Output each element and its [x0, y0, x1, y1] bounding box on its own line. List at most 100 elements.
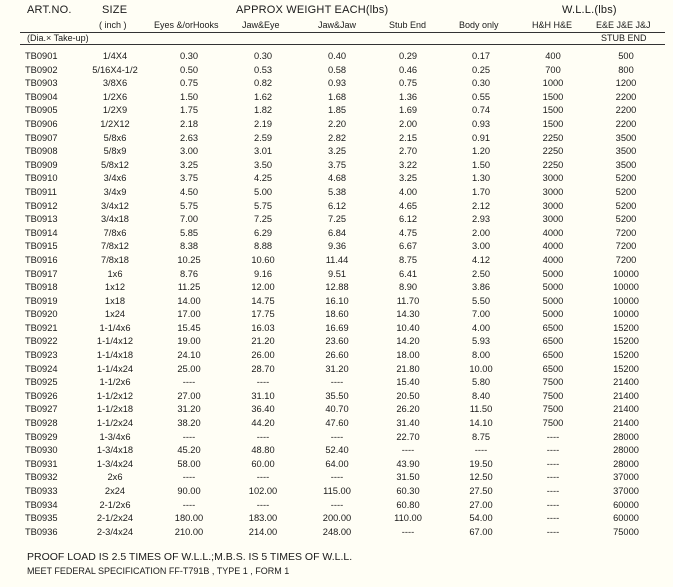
jaw-eye-cell: 10.60 [251, 254, 275, 265]
art-no-cell: TB0924 [25, 363, 58, 374]
size-cell: 3/8X6 [102, 78, 128, 89]
eyes-hooks-cell: 27.00 [177, 390, 201, 401]
table-row: TB0903 3/8X6 0.75 0.82 0.93 0.75 0.30 1000 1200 [0, 77, 673, 91]
eyes-hooks-cell: 45.20 [177, 445, 201, 456]
jaw-jaw-cell: 16.69 [325, 322, 349, 333]
jaw-jaw-cell: 11.44 [325, 254, 349, 265]
table-row: TB0928 1-1/2x24 38.20 44.20 47.60 31.40 14.10 7… [0, 417, 673, 431]
jaw-jaw-cell: 16.10 [325, 295, 349, 306]
stub-end-cell: 43.90 [396, 458, 420, 469]
table-row: TB0925 1-1/2x6 ---- ---- ---- 15.40 5.80 7500 21… [0, 376, 673, 390]
jaw-jaw-cell: 4.68 [327, 173, 347, 184]
wll-ee-je-jj-cell: 1200 [615, 78, 637, 89]
wll-hh-he-cell: 4000 [542, 254, 564, 265]
header-divider-bottom [20, 44, 665, 45]
art-no-cell: TB0907 [25, 132, 58, 143]
table-row: TB0909 5/8x12 3.25 3.50 3.75 3.22 1.50 2250 3500 [0, 159, 673, 173]
wll-ee-je-jj-cell: 21400 [613, 390, 639, 401]
stub-end-cell: 14.20 [396, 336, 420, 347]
jaw-eye-cell: 17.75 [251, 309, 275, 320]
size-cell: 1-3/4x24 [96, 458, 134, 469]
wll-ee-je-jj-cell: 28000 [613, 445, 639, 456]
wll-hh-he-cell: 3000 [542, 186, 564, 197]
body-only-cell: 5.50 [471, 295, 491, 306]
jaw-eye-cell: 31.10 [251, 390, 275, 401]
jaw-jaw-cell: 200.00 [322, 513, 352, 524]
size-cell: 1-1/2x6 [99, 377, 131, 388]
art-no-cell: TB0922 [25, 336, 58, 347]
table-row: TB0916 7/8x18 10.25 10.60 11.44 8.75 4.12 4000 7… [0, 254, 673, 268]
table-row: TB0912 3/4x12 5.75 5.75 6.12 4.65 2.12 3000 5200 [0, 200, 673, 214]
stub-end-cell: 8.75 [398, 254, 418, 265]
eyes-hooks-cell: 2.63 [179, 132, 199, 143]
stub-end-cell: 4.75 [398, 227, 418, 238]
eyes-hooks-cell: 4.50 [179, 186, 199, 197]
art-no-cell: TB0933 [25, 486, 58, 496]
stub-end-cell: ---- [401, 445, 415, 456]
wll-ee-je-jj-cell: 75000 [613, 526, 639, 537]
header-jaw-eye: Jaw&Eye [242, 20, 280, 30]
stub-end-cell: 20.50 [396, 390, 420, 401]
wll-hh-he-cell: 400 [545, 51, 561, 61]
jaw-jaw-cell: 1.68 [327, 91, 347, 102]
size-cell: 1x12 [104, 282, 126, 293]
body-only-cell: 7.00 [471, 309, 491, 320]
wll-hh-he-cell: 5000 [542, 309, 564, 320]
stub-end-cell: 0.29 [398, 51, 418, 61]
stub-end-cell: 31.50 [396, 472, 420, 483]
jaw-eye-cell: 5.00 [253, 186, 273, 197]
wll-ee-je-jj-cell: 28000 [613, 431, 639, 442]
wll-hh-he-cell: 5000 [542, 295, 564, 306]
art-no-cell: TB0905 [25, 105, 58, 116]
footer-proof-load: PROOF LOAD IS 2.5 TIMES OF W.L.L.;M.B.S.… [27, 551, 353, 563]
art-no-cell: TB0935 [25, 513, 58, 524]
jaw-eye-cell: 1.82 [253, 105, 273, 116]
table-row: TB0927 1-1/2x18 31.20 36.40 40.70 26.20 11.50 7… [0, 403, 673, 417]
jaw-jaw-cell: 6.12 [327, 200, 347, 211]
jaw-eye-cell: 60.00 [251, 458, 275, 469]
table-row: TB0933 2x24 90.00 102.00 115.00 60.30 27.50 ---… [0, 485, 673, 499]
body-only-cell: 5.93 [471, 336, 491, 347]
wll-ee-je-jj-cell: 5200 [615, 214, 637, 225]
body-only-cell: 2.50 [471, 268, 491, 279]
art-no-cell: TB0903 [25, 78, 58, 89]
wll-hh-he-cell: 7500 [542, 377, 564, 388]
wll-ee-je-jj-cell: 21400 [613, 404, 639, 415]
jaw-jaw-cell: 248.00 [322, 526, 352, 537]
header-inch: ( inch ) [99, 20, 127, 30]
jaw-eye-cell: 36.40 [251, 404, 275, 415]
body-only-cell: 0.74 [471, 105, 491, 116]
stub-end-cell: 21.80 [396, 363, 420, 374]
body-only-cell: 2.00 [471, 227, 491, 238]
table-row: TB0923 1-1/4x18 24.10 26.00 26.60 18.00 8.00 65… [0, 349, 673, 363]
wll-ee-je-jj-cell: 21400 [613, 418, 639, 429]
stub-end-cell: 3.25 [398, 173, 418, 184]
jaw-jaw-cell: 9.36 [327, 241, 347, 252]
jaw-eye-cell: ---- [256, 377, 270, 388]
body-only-cell: 14.10 [469, 418, 493, 429]
size-cell: 7/8x12 [101, 241, 129, 252]
stub-end-cell: 4.00 [398, 186, 418, 197]
table-row: TB0936 2-3/4x24 210.00 214.00 248.00 ---- 67.0… [0, 526, 673, 540]
eyes-hooks-cell: 10.25 [177, 254, 201, 265]
body-only-cell: 4.12 [471, 254, 491, 265]
eyes-hooks-cell: 5.75 [179, 200, 199, 211]
body-only-cell: 19.50 [469, 458, 493, 469]
eyes-hooks-cell: 0.30 [179, 51, 199, 61]
wll-ee-je-jj-cell: 15200 [613, 350, 639, 361]
table-row: TB0929 1-3/4x6 ---- ---- ---- 22.70 8.75 ---- 28… [0, 431, 673, 445]
wll-ee-je-jj-cell: 15200 [613, 322, 639, 333]
header-art-no: ART.NO. [27, 4, 72, 16]
body-only-cell: 4.00 [471, 322, 491, 333]
table-row: TB0920 1x24 17.00 17.75 18.60 14.30 7.00 5000 10… [0, 308, 673, 322]
stub-end-cell: 15.40 [396, 377, 420, 388]
art-no-cell: TB0921 [25, 322, 58, 333]
art-no-cell: TB0906 [25, 118, 58, 129]
stub-end-cell: 10.40 [396, 322, 420, 333]
wll-hh-he-cell: 2250 [542, 132, 564, 143]
jaw-eye-cell: 5.75 [253, 200, 273, 211]
wll-hh-he-cell: 2250 [542, 146, 564, 157]
body-only-cell: 67.00 [469, 526, 493, 537]
eyes-hooks-cell: 15.45 [177, 322, 201, 333]
